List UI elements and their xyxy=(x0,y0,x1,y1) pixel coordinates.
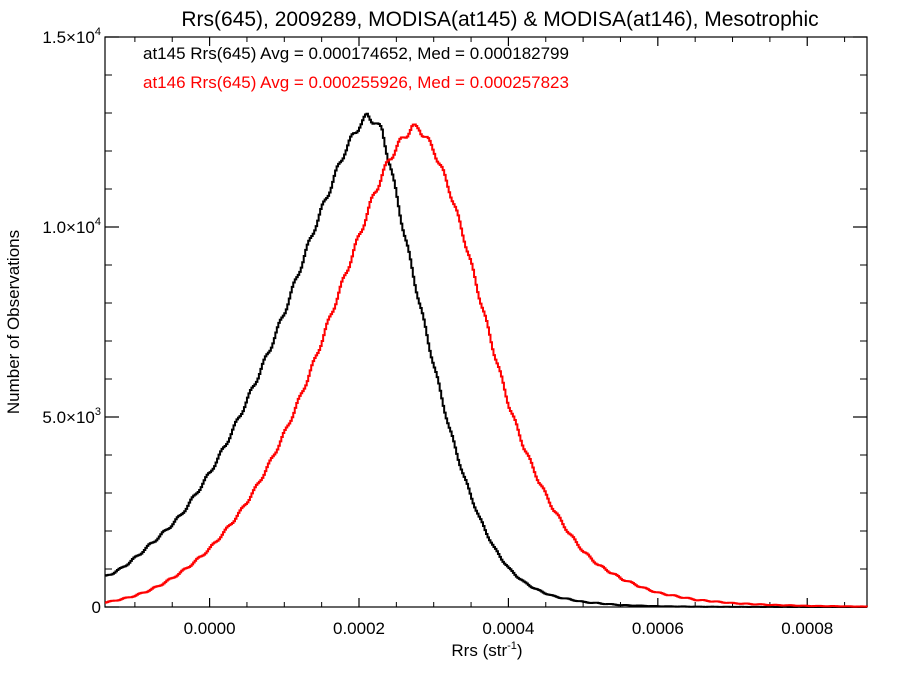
legend-entry-at146: at146 Rrs(645) Avg = 0.000255926, Med = … xyxy=(143,73,569,92)
x-tick-label: 0.0008 xyxy=(781,619,833,638)
legend: at145 Rrs(645) Avg = 0.000174652, Med = … xyxy=(143,44,569,92)
x-tick-label: 0.0000 xyxy=(184,619,236,638)
y-tick-label: 1.5×104 xyxy=(42,26,101,47)
series-line-at145 xyxy=(105,112,867,608)
y-axis-title: Number of Observations xyxy=(4,230,23,414)
series-line-at146 xyxy=(105,123,868,608)
series-group xyxy=(105,112,868,608)
legend-entry-at145: at145 Rrs(645) Avg = 0.000174652, Med = … xyxy=(143,44,569,63)
y-axis: 0 5.0×103 1.0×104 1.5×104 xyxy=(42,26,867,617)
x-tick-label: 0.0006 xyxy=(632,619,684,638)
y-tick-label: 1.0×104 xyxy=(42,216,101,237)
chart-title: Rrs(645), 2009289, MODISA(at145) & MODIS… xyxy=(181,8,818,31)
plot-frame xyxy=(104,36,868,608)
x-axis: 0.0000 0.0002 0.0004 0.0006 0.0008 xyxy=(134,37,846,638)
x-tick-label: 0.0002 xyxy=(333,619,385,638)
y-tick-label: 0 xyxy=(92,598,101,617)
x-axis-title: Rrs (str-1) xyxy=(451,640,522,660)
x-tick-label: 0.0004 xyxy=(482,619,534,638)
y-tick-label: 5.0×103 xyxy=(42,406,101,427)
